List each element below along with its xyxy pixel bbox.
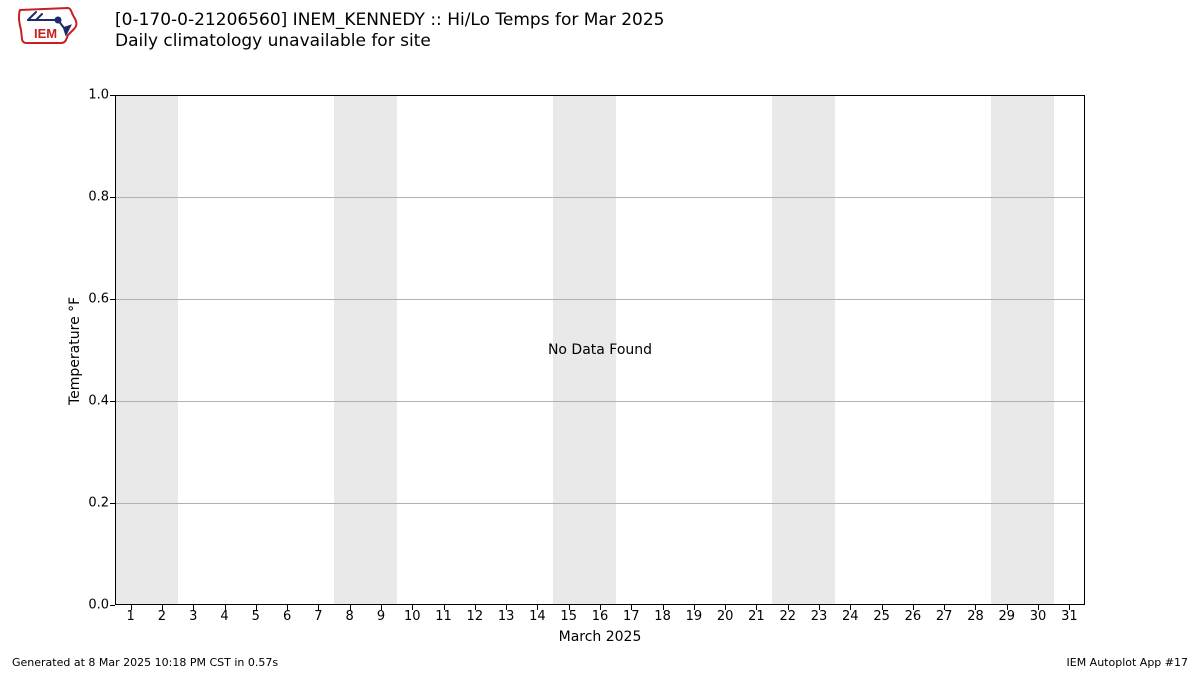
x-tick-label: 6	[283, 605, 291, 624]
x-tick-label: 4	[220, 605, 228, 624]
x-tick-label: 21	[748, 605, 765, 624]
x-tick-label: 31	[1061, 605, 1078, 624]
chart-title: [0-170-0-21206560] INEM_KENNEDY :: Hi/Lo…	[115, 10, 665, 53]
x-tick-label: 2	[158, 605, 166, 624]
y-tick-label: 0.8	[88, 190, 115, 205]
x-tick-label: 9	[377, 605, 385, 624]
x-tick-label: 24	[842, 605, 859, 624]
y-tick-label: 0.0	[88, 598, 115, 613]
x-tick-label: 7	[314, 605, 322, 624]
x-tick-label: 19	[686, 605, 703, 624]
x-tick-label: 8	[346, 605, 354, 624]
y-tick-label: 0.6	[88, 292, 115, 307]
y-tick-label: 0.2	[88, 496, 115, 511]
x-tick-label: 27	[936, 605, 953, 624]
x-tick-label: 23	[811, 605, 828, 624]
x-tick-label: 30	[1030, 605, 1047, 624]
x-tick-label: 20	[717, 605, 734, 624]
x-tick-label: 5	[252, 605, 260, 624]
chart-title-line2: Daily climatology unavailable for site	[115, 31, 665, 52]
footer-generated-text: Generated at 8 Mar 2025 10:18 PM CST in …	[12, 656, 278, 669]
x-tick-label: 1	[127, 605, 135, 624]
x-axis-label: March 2025	[559, 629, 642, 645]
iem-logo: IEM	[14, 2, 84, 48]
x-tick-label: 18	[654, 605, 671, 624]
x-tick-label: 25	[873, 605, 890, 624]
y-tick-label: 1.0	[88, 88, 115, 103]
x-tick-label: 15	[560, 605, 577, 624]
footer-app-text: IEM Autoplot App #17	[1067, 656, 1189, 669]
svg-text:IEM: IEM	[34, 26, 57, 41]
y-tick-label: 0.4	[88, 394, 115, 409]
x-tick-label: 10	[404, 605, 421, 624]
chart-title-line1: [0-170-0-21206560] INEM_KENNEDY :: Hi/Lo…	[115, 10, 665, 31]
x-tick-label: 3	[189, 605, 197, 624]
x-tick-label: 14	[529, 605, 546, 624]
x-tick-label: 12	[467, 605, 484, 624]
page-root: IEM [0-170-0-21206560] INEM_KENNEDY :: H…	[0, 0, 1200, 675]
x-tick-label: 28	[967, 605, 984, 624]
no-data-message: No Data Found	[548, 342, 652, 358]
x-tick-label: 22	[779, 605, 796, 624]
x-tick-label: 11	[435, 605, 452, 624]
y-axis-label: Temperature °F	[67, 297, 83, 405]
chart-plot-area: 0.00.20.40.60.81.0 123456789101112131415…	[115, 95, 1085, 605]
x-tick-label: 16	[592, 605, 609, 624]
x-tick-label: 29	[998, 605, 1015, 624]
x-tick-label: 13	[498, 605, 515, 624]
x-tick-label: 17	[623, 605, 640, 624]
x-tick-label: 26	[905, 605, 922, 624]
